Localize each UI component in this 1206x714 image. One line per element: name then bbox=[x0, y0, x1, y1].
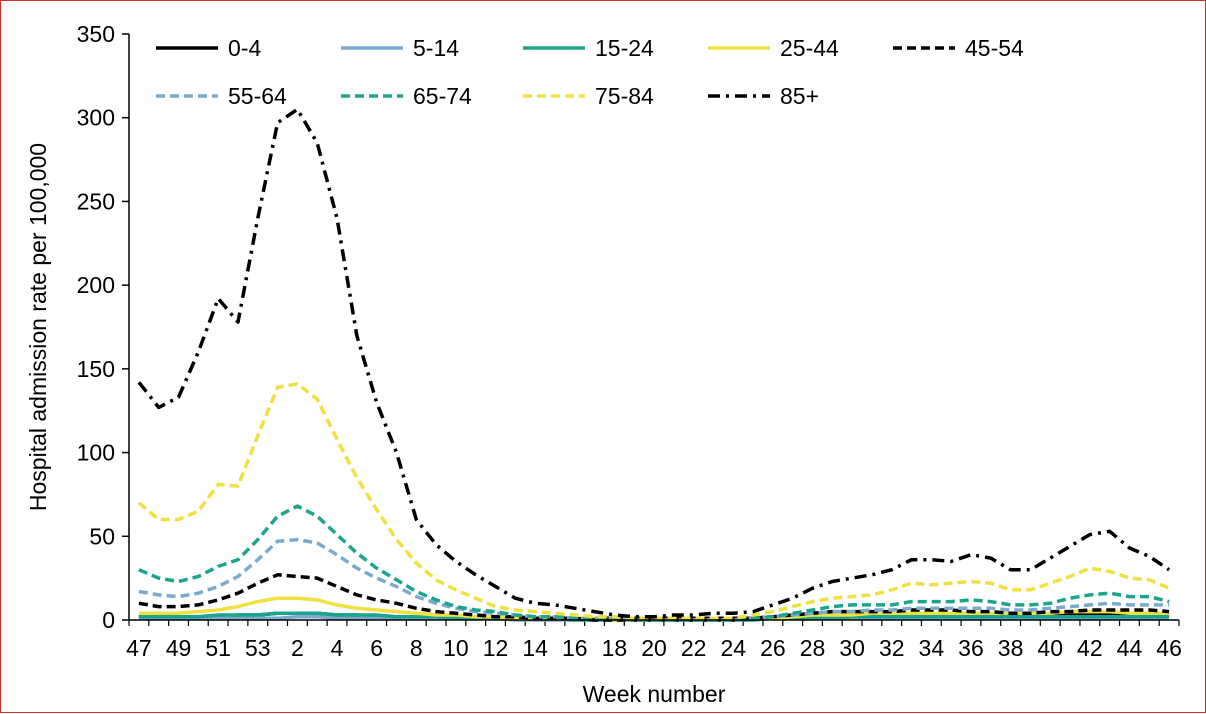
x-tick-label: 51 bbox=[205, 635, 231, 661]
x-tick-label: 28 bbox=[800, 635, 826, 661]
y-tick-label: 100 bbox=[77, 440, 115, 466]
x-tick-label: 36 bbox=[958, 635, 984, 661]
x-tick-label: 46 bbox=[1156, 635, 1182, 661]
legend-label-85plus: 85+ bbox=[780, 83, 819, 109]
x-tick-label: 8 bbox=[410, 635, 423, 661]
series-lines bbox=[137, 107, 1171, 622]
x-tick-label: 40 bbox=[1037, 635, 1063, 661]
x-tick-label: 32 bbox=[879, 635, 905, 661]
legend-label-0-4: 0-4 bbox=[228, 35, 261, 61]
x-tick-label: 42 bbox=[1077, 635, 1103, 661]
x-axis-ticks: 47 49 51 53 2 4 6 8 10 12 14 16 18 20 22 24 26 28 30 32 34 36… bbox=[126, 620, 1182, 661]
series-line-75-84 bbox=[137, 382, 1170, 621]
y-axis-ticks: 0 50 100 150 200 250 300 350 bbox=[77, 21, 129, 633]
x-tick-label: 2 bbox=[291, 635, 304, 661]
x-tick-label: 53 bbox=[245, 635, 271, 661]
y-tick-label: 200 bbox=[77, 272, 115, 298]
x-tick-label: 44 bbox=[1117, 635, 1143, 661]
y-tick-label: 50 bbox=[89, 523, 115, 549]
legend-label-55-64: 55-64 bbox=[228, 83, 287, 109]
x-tick-label: 49 bbox=[166, 635, 192, 661]
legend-label-5-14: 5-14 bbox=[413, 35, 459, 61]
y-tick-label: 350 bbox=[77, 21, 115, 47]
x-tick-label: 4 bbox=[331, 635, 344, 661]
x-tick-label: 30 bbox=[839, 635, 865, 661]
legend-label-65-74: 65-74 bbox=[413, 83, 472, 109]
legend-label-15-24: 15-24 bbox=[595, 35, 654, 61]
y-axis-title: Hospital admission rate per 100,000 bbox=[25, 143, 51, 511]
y-tick-label: 250 bbox=[77, 188, 115, 214]
x-tick-label: 47 bbox=[126, 635, 152, 661]
series-line-55-64 bbox=[138, 537, 1170, 622]
x-tick-label: 10 bbox=[443, 635, 469, 661]
legend: 0-4 5-14 15-24 25-44 45-54 55-64 65-74 75-84 85+ bbox=[156, 35, 1024, 109]
x-tick-label: 22 bbox=[681, 635, 707, 661]
legend-label-75-84: 75-84 bbox=[595, 83, 654, 109]
legend-label-45-54: 45-54 bbox=[965, 35, 1024, 61]
series-line-65-74 bbox=[138, 504, 1170, 622]
x-tick-label: 24 bbox=[720, 635, 746, 661]
y-tick-label: 150 bbox=[77, 356, 115, 382]
legend-label-25-44: 25-44 bbox=[780, 35, 839, 61]
x-tick-label: 20 bbox=[641, 635, 667, 661]
x-tick-label: 16 bbox=[562, 635, 588, 661]
x-tick-label: 18 bbox=[602, 635, 628, 661]
x-tick-label: 14 bbox=[522, 635, 548, 661]
series-line-85plus bbox=[137, 107, 1171, 619]
y-tick-label: 300 bbox=[77, 105, 115, 131]
x-tick-label: 12 bbox=[483, 635, 509, 661]
x-tick-label: 6 bbox=[370, 635, 383, 661]
x-axis-title: Week number bbox=[583, 681, 726, 707]
y-tick-label: 0 bbox=[102, 607, 115, 633]
x-tick-label: 34 bbox=[919, 635, 945, 661]
x-tick-label: 38 bbox=[998, 635, 1024, 661]
x-tick-label: 26 bbox=[760, 635, 786, 661]
